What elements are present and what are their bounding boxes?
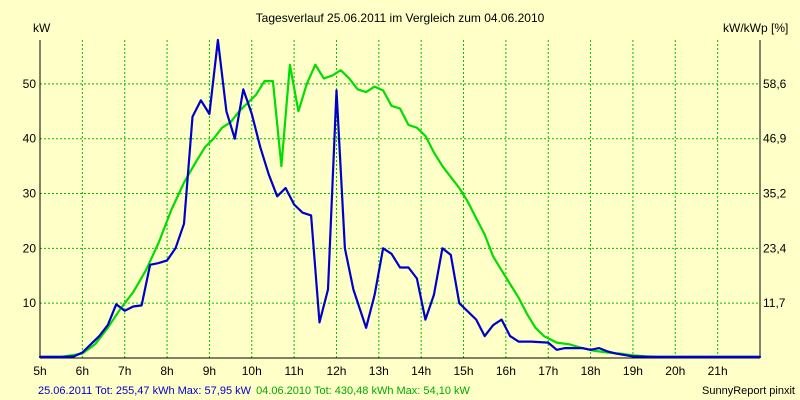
- y-right-tick-label: 58,6: [763, 77, 787, 91]
- x-tick-label: 8h: [160, 364, 173, 378]
- x-tick-label: 20h: [665, 364, 685, 378]
- x-tick-label: 13h: [369, 364, 389, 378]
- x-tick-label: 10h: [242, 364, 262, 378]
- y-tick-label: 50: [23, 77, 37, 91]
- x-tick-label: 6h: [76, 364, 89, 378]
- x-tick-label: 12h: [326, 364, 346, 378]
- grid-lines: [40, 40, 760, 358]
- y-right-tick-label: 46,9: [763, 132, 787, 146]
- footer-2010-summary: 04.06.2010 Tot: 430,48 kWh Max: 54,10 kW: [256, 385, 470, 397]
- x-tick-label: 21h: [708, 364, 728, 378]
- x-tick-label: 16h: [496, 364, 516, 378]
- x-tick-label: 18h: [581, 364, 601, 378]
- y-right-tick-label: 11,7: [763, 296, 786, 310]
- footer-2011-summary: 25.06.2011 Tot: 255,47 kWh Max: 57,95 kW: [38, 385, 252, 397]
- y-tick-label: 20: [23, 241, 37, 255]
- x-tick-label: 9h: [203, 364, 216, 378]
- chart-title: Tagesverlauf 25.06.2011 im Vergleich zum…: [256, 11, 545, 25]
- x-tick-label: 5h: [33, 364, 46, 378]
- x-tick-label: 14h: [411, 364, 431, 378]
- x-tick-label: 11h: [285, 364, 304, 378]
- x-tick-label: 19h: [623, 364, 643, 378]
- x-tick-label: 17h: [538, 364, 558, 378]
- footer-credit: SunnyReport pinxit: [702, 385, 795, 397]
- series-line-2011: [38, 38, 762, 358]
- y-right-tick-label: 35,2: [763, 187, 787, 201]
- tick-labels: 10 20 30 40 50 11,7 23,4 35,2 46,9 58,6 5h 6h 7h 8h 9h…: [23, 77, 787, 378]
- y-tick-label: 10: [23, 296, 37, 310]
- y-axis-left-label: kW: [33, 21, 51, 35]
- series-layer: [38, 38, 762, 358]
- footer-legend-2011: 25.06.2011 Tot: 255,47 kWh Max: 57,95 kW…: [38, 385, 470, 397]
- y-right-tick-label: 23,4: [763, 241, 787, 255]
- plot-area: [40, 40, 760, 358]
- y-tick-label: 30: [23, 187, 37, 201]
- y-axis-right-label: kW/kWp [%]: [723, 21, 788, 35]
- x-tick-label: 7h: [118, 364, 131, 378]
- x-tick-label: 15h: [454, 364, 474, 378]
- y-tick-label: 40: [23, 132, 37, 146]
